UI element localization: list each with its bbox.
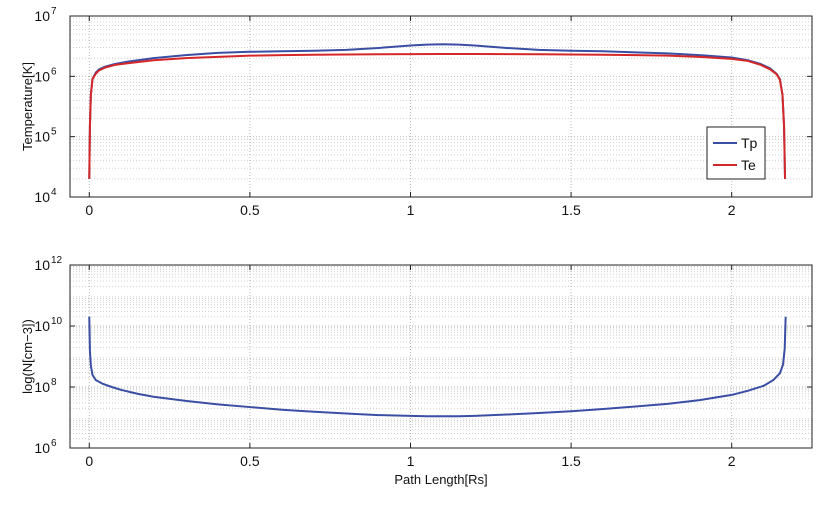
legend-label-te: Te (741, 157, 756, 173)
series-line-te (88, 53, 787, 179)
y-tick-label: 10 (34, 8, 50, 24)
x-tick-label: 1 (407, 453, 415, 469)
y-tick-label: 10 (34, 318, 50, 334)
y-tick-label: 10 (34, 189, 50, 205)
x-tick-label: 2 (728, 453, 736, 469)
y-tick-label: 10 (34, 440, 50, 456)
y-tick-exponent: 12 (51, 255, 63, 266)
y-tick-exponent: 10 (51, 316, 63, 327)
y-tick-exponent: 6 (51, 438, 57, 449)
series-line-density (88, 316, 787, 418)
legend-box (706, 126, 766, 180)
x-tick-label: 0.5 (240, 202, 260, 218)
y-tick-exponent: 7 (51, 6, 57, 17)
axes-frame (69, 15, 813, 198)
axes-frame (69, 264, 813, 449)
y-tick-exponent: 5 (51, 127, 57, 138)
x-tick-label: 1 (407, 202, 415, 218)
x-tick-label: 0.5 (240, 453, 260, 469)
y-tick-exponent: 8 (51, 377, 57, 388)
x-tick-label: 2 (728, 202, 736, 218)
y-tick-label: 10 (34, 379, 50, 395)
y-axis-label: Temperature[K] (20, 62, 35, 151)
y-tick-label: 10 (34, 68, 50, 84)
y-tick-exponent: 6 (51, 66, 57, 77)
series-line-tp (88, 43, 787, 179)
y-axis-label: log(N[cm−3]) (20, 319, 35, 394)
x-tick-label: 0 (85, 453, 93, 469)
y-tick-label: 10 (34, 257, 50, 273)
x-axis-label: Path Length[Rs] (394, 472, 487, 487)
legend-label-tp: Tp (741, 135, 758, 151)
legend: Tp Te (706, 126, 766, 180)
x-tick-label: 0 (85, 202, 93, 218)
x-tick-label: 1.5 (561, 202, 581, 218)
x-tick-label: 1.5 (561, 453, 581, 469)
y-tick-label: 10 (34, 129, 50, 145)
y-tick-exponent: 4 (51, 187, 57, 198)
